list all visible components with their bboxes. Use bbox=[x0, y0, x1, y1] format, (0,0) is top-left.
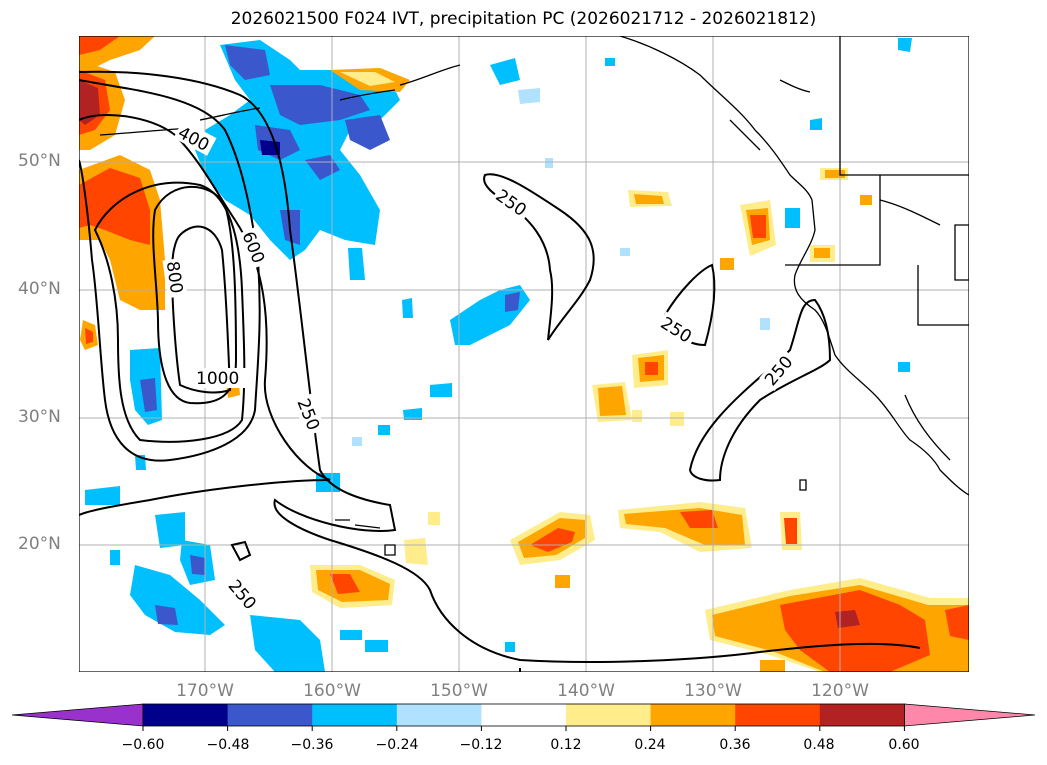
colorbar-tick-label: 0.60 bbox=[888, 737, 920, 753]
colorbar-tick-label: −0.24 bbox=[375, 737, 419, 753]
lon-label-120w: 120°W bbox=[811, 681, 869, 701]
colorbar-segment bbox=[819, 704, 905, 726]
colorbar-tick-label: 0.36 bbox=[719, 737, 751, 753]
lon-label-170w: 170°W bbox=[176, 681, 234, 701]
contour-label-800: 800 bbox=[162, 260, 186, 295]
lat-label-40n: 40°N bbox=[18, 279, 61, 299]
lon-label-150w: 150°W bbox=[430, 681, 488, 701]
colorbar-segment bbox=[735, 704, 821, 726]
colorbar-extend-low bbox=[11, 703, 144, 727]
colorbar-tick-label: 0.24 bbox=[634, 737, 666, 753]
colorbar-segment bbox=[566, 704, 652, 726]
lon-label-130w: 130°W bbox=[684, 681, 742, 701]
colorbar-tick-label: −0.12 bbox=[459, 737, 503, 753]
lon-label-160w: 160°W bbox=[303, 681, 361, 701]
contour-label-1000: 1000 bbox=[196, 369, 239, 389]
colorbar-tick-label: −0.60 bbox=[121, 737, 165, 753]
colorbar-extend-high bbox=[904, 703, 1036, 727]
coastline bbox=[99, 36, 969, 556]
colorbar-segment bbox=[143, 704, 229, 726]
lat-label-30n: 30°N bbox=[18, 407, 61, 427]
colorbar-segment bbox=[312, 704, 398, 726]
colorbar-segment bbox=[481, 704, 567, 726]
colorbar-tick-label: 0.12 bbox=[550, 737, 582, 753]
colorbar-segment bbox=[650, 704, 736, 726]
colorbar-segment bbox=[227, 704, 313, 726]
colorbar-border bbox=[142, 703, 905, 727]
lat-label-20n: 20°N bbox=[18, 534, 61, 554]
map-title: 2026021500 F024 IVT, precipitation PC (2… bbox=[230, 9, 817, 29]
colorbar-tick-label: −0.48 bbox=[206, 737, 250, 753]
lon-label-140w: 140°W bbox=[557, 681, 615, 701]
lat-label-50n: 50°N bbox=[18, 151, 61, 171]
colorbar-tick-label: 0.48 bbox=[803, 737, 835, 753]
map-panel: 400 600 800 1000 250 250 250 250 250 bbox=[79, 36, 969, 672]
colorbar-segment bbox=[396, 704, 482, 726]
colorbar-tick-label: −0.36 bbox=[290, 737, 334, 753]
